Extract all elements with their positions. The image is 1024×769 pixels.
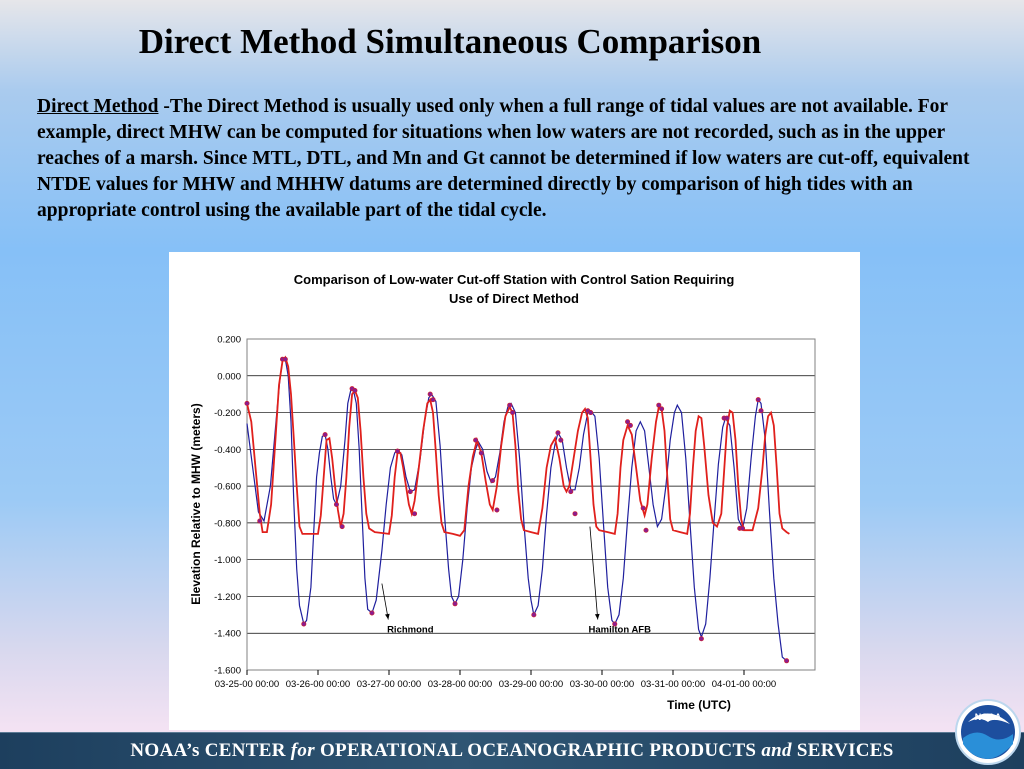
data-point-marker [643,527,649,533]
data-point-marker [427,391,433,397]
data-point-marker [452,601,458,607]
data-point-marker [555,430,561,436]
data-point-marker [627,422,633,428]
data-point-marker [784,658,790,664]
data-point-marker [531,612,537,618]
data-point-marker [588,410,594,416]
annotation-arrow-line [381,583,389,620]
y-tick-label: 0.000 [217,371,241,382]
tide-comparison-chart: Comparison of Low-water Cut-off Station … [189,272,816,712]
footer-and: and [761,740,792,761]
noaa-logo-icon: NOAA [955,699,1021,765]
x-tick-label: 03-29-00 00:00 [499,679,563,690]
data-markers [244,356,790,664]
data-point-marker [568,489,574,495]
data-point-marker [755,397,761,403]
slide-title: Direct Method Simultaneous Comparison [138,22,762,61]
data-point-marker [558,437,564,443]
y-tick-label: -1.000 [214,555,241,566]
data-point-marker [244,400,250,406]
y-axis-label: Elevation Relative to MHW (meters) [189,403,203,604]
x-tick-label: 03-28-00 00:00 [428,679,492,690]
data-point-marker [572,511,578,517]
data-point-marker [625,419,631,425]
body-text: -The Direct Method is usually used only … [37,96,970,221]
annotation-arrow-line [589,526,599,620]
y-tick-label: -0.400 [214,445,241,456]
data-point-marker [333,502,339,508]
data-point-marker [758,408,764,414]
data-point-marker [507,402,513,408]
data-point-marker [478,450,484,456]
series-line-hamilton-afb [246,355,790,537]
data-point-marker [369,610,375,616]
data-point-marker [395,448,401,454]
x-tick-label: 03-31-00 00:00 [641,679,705,690]
data-point-marker [510,410,516,416]
axes: 0.200 0.000 -0.200 -0.400 -0.600 -0.800 -1.000… [214,335,816,690]
y-tick-label: -1.200 [214,592,241,603]
data-point-marker [339,524,345,530]
data-point-marker [490,478,496,484]
data-point-marker [698,636,704,642]
y-tick-label: -0.800 [214,518,241,529]
data-point-marker [301,621,307,627]
data-point-marker [412,511,418,517]
plot-border [246,338,816,671]
data-point-marker [282,356,288,362]
y-tick-label: 0.200 [217,335,241,346]
footer-part-1: NOAA’s CENTER [130,740,291,761]
data-point-marker [640,505,646,511]
footer-part-3: SERVICES [791,740,894,761]
y-tick-label: -0.600 [214,482,241,493]
y-tick-label: -1.600 [214,666,241,677]
data-point-marker [724,415,730,421]
data-point-marker [612,621,618,627]
annotation-label: Richmond [387,625,434,636]
data-point-marker [656,402,662,408]
x-tick-label: 03-30-00 00:00 [570,679,634,690]
body-paragraph: Direct Method -The Direct Method is usua… [37,94,997,224]
footer-for: for [290,740,315,761]
x-tick-label: 03-27-00 00:00 [357,679,421,690]
x-tick-label: 04-01-00 00:00 [712,679,776,690]
data-point-marker [494,507,500,513]
y-tick-label: -1.400 [214,629,241,640]
series-lines [246,355,790,662]
grid-lines [247,338,815,671]
annotation-arrowhead [385,613,390,620]
chart-panel: Comparison of Low-water Cut-off Station … [169,252,860,730]
data-point-marker [407,489,413,495]
data-point-marker [740,525,746,531]
chart-title-line-2: Use of Direct Method [449,291,579,306]
data-point-marker [352,387,358,393]
footer-part-2: OPERATIONAL OCEANOGRAPHIC PRODUCTS [314,740,762,761]
data-point-marker [322,432,328,438]
data-point-marker [473,437,479,443]
data-point-marker [257,518,263,524]
chart-title-line-1: Comparison of Low-water Cut-off Station … [294,272,735,287]
annotations: Richmond Hamilton AFB [381,526,652,636]
x-tick-label: 03-25-00 00:00 [215,679,279,690]
body-lead-term: Direct Method [37,96,159,117]
series-line-richmond [246,358,787,662]
footer-text: NOAA’s CENTER for OPERATIONAL OCEANOGRAP… [0,740,1024,762]
x-tick-label: 03-26-00 00:00 [286,679,350,690]
x-axis-label: Time (UTC) [667,698,731,712]
data-point-marker [430,397,436,403]
annotation-label: Hamilton AFB [589,625,652,636]
annotation-arrowhead [594,613,600,620]
footer-bar: NOAA’s CENTER for OPERATIONAL OCEANOGRAP… [0,732,1024,769]
data-point-marker [659,406,665,412]
y-tick-label: -0.200 [214,408,241,419]
noaa-logo-text: NOAA [975,712,1002,722]
